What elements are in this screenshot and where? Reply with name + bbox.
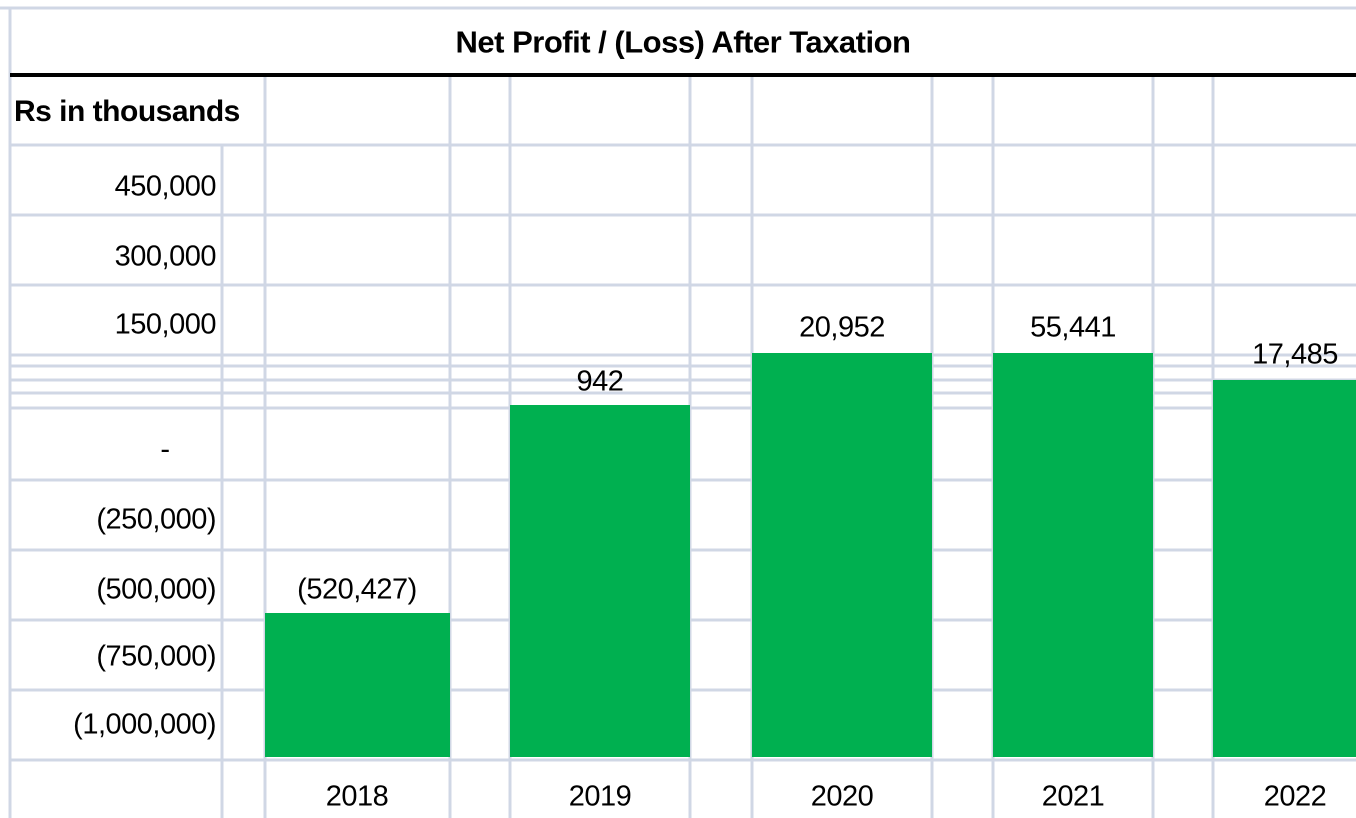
- value-label: 20,952: [799, 311, 885, 344]
- bar: [510, 405, 690, 757]
- year-label: 2019: [568, 780, 632, 813]
- bar: [752, 353, 932, 757]
- year-label: 2022: [1263, 780, 1327, 813]
- title: Net Profit / (Loss) After Taxation: [455, 24, 911, 60]
- bar: [265, 613, 450, 757]
- axis-label: (500,000): [96, 573, 216, 606]
- year-label: 2018: [325, 780, 389, 813]
- axis-label: -: [160, 433, 170, 466]
- value-label: (520,427): [297, 573, 417, 606]
- axis-label: (750,000): [96, 640, 216, 673]
- axis-label: (250,000): [96, 503, 216, 536]
- value-label: 55,441: [1030, 311, 1116, 344]
- year-label: 2021: [1041, 780, 1105, 813]
- value-label: 17,485: [1252, 338, 1338, 371]
- bars: [265, 353, 1356, 757]
- axis-label: (1,000,000): [73, 708, 216, 741]
- unit-label: Rs in thousands: [14, 95, 240, 128]
- value-label: 942: [576, 365, 624, 398]
- axis-label: 150,000: [114, 308, 217, 341]
- bar: [993, 353, 1153, 757]
- axis-label: 450,000: [114, 170, 217, 203]
- bar: [1213, 380, 1356, 757]
- year-label: 2020: [810, 780, 874, 813]
- axis-label: 300,000: [114, 240, 217, 273]
